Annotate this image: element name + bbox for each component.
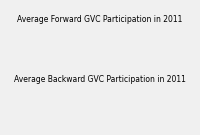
Title: Average Backward GVC Participation in 2011: Average Backward GVC Participation in 20… xyxy=(14,75,186,84)
Title: Average Forward GVC Participation in 2011: Average Forward GVC Participation in 201… xyxy=(17,15,183,24)
